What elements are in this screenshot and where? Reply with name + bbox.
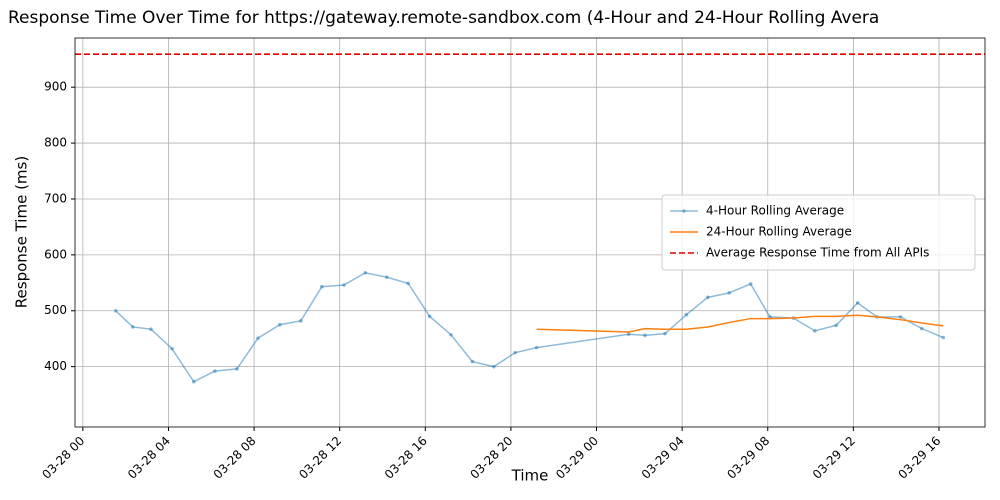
y-tick-label: 700 (44, 191, 67, 205)
point (299, 319, 303, 323)
point (684, 312, 689, 317)
point (834, 323, 839, 328)
point (320, 284, 324, 289)
x-tick-label: 03-28 16 (382, 434, 430, 482)
x-tick-label: 03-29 08 (724, 434, 772, 482)
point (149, 327, 153, 331)
plot-frame (74, 37, 986, 428)
chart-title: Response Time Over Time for https://gate… (8, 8, 879, 28)
x-tick-label: 03-28 08 (211, 434, 259, 482)
legend: 4-Hour Rolling Average 24-Hour Rolling Av… (661, 194, 976, 271)
y-tick-label: 600 (44, 247, 67, 261)
y-tick-label: 500 (44, 303, 67, 317)
point (256, 336, 260, 340)
point (113, 308, 118, 313)
legend-marker (682, 209, 686, 213)
x-tick-label: 03-29 12 (810, 434, 858, 482)
legend-box (661, 194, 976, 271)
point (748, 282, 753, 286)
point (898, 315, 903, 319)
point (491, 364, 496, 369)
x-tick-label: 03-28 20 (467, 434, 515, 482)
point (768, 315, 772, 319)
point (384, 275, 389, 280)
point (342, 283, 346, 287)
point (130, 325, 135, 329)
point (643, 333, 647, 338)
y-tick-label: 800 (44, 136, 67, 150)
legend-label: Average Response Time from All APIs (706, 246, 929, 260)
point (213, 369, 217, 373)
point (663, 331, 667, 336)
x-tick-label: 03-29 16 (896, 434, 944, 482)
point (470, 359, 475, 364)
point (855, 301, 860, 305)
point (449, 332, 453, 337)
legend-label: 4-Hour Rolling Average (706, 204, 844, 218)
point (813, 329, 817, 333)
point (363, 270, 368, 275)
x-tick-label: 03-28 12 (296, 434, 344, 482)
point (706, 295, 710, 300)
y-tick-label: 400 (44, 359, 67, 373)
point (427, 314, 432, 319)
point (277, 322, 282, 327)
point (626, 332, 631, 337)
point (534, 345, 539, 350)
point (513, 350, 517, 355)
x-tick-label: 03-29 00 (553, 434, 601, 482)
y-axis-label: Response Time (ms) (13, 156, 31, 308)
x-tick-label: 03-28 00 (39, 434, 87, 482)
x-tick-label: 03-29 04 (639, 434, 687, 482)
point (170, 346, 174, 351)
point (235, 367, 239, 371)
series-line (115, 271, 944, 383)
x-axis-label: Time (511, 467, 549, 485)
point (191, 379, 196, 384)
point (941, 335, 946, 340)
point (727, 291, 732, 295)
series-line (536, 314, 944, 333)
point (406, 281, 410, 286)
point (920, 326, 924, 331)
legend-label: 24-Hour Rolling Average (706, 225, 852, 239)
y-tick-label: 900 (44, 80, 67, 94)
x-tick-label: 03-28 04 (125, 434, 173, 482)
